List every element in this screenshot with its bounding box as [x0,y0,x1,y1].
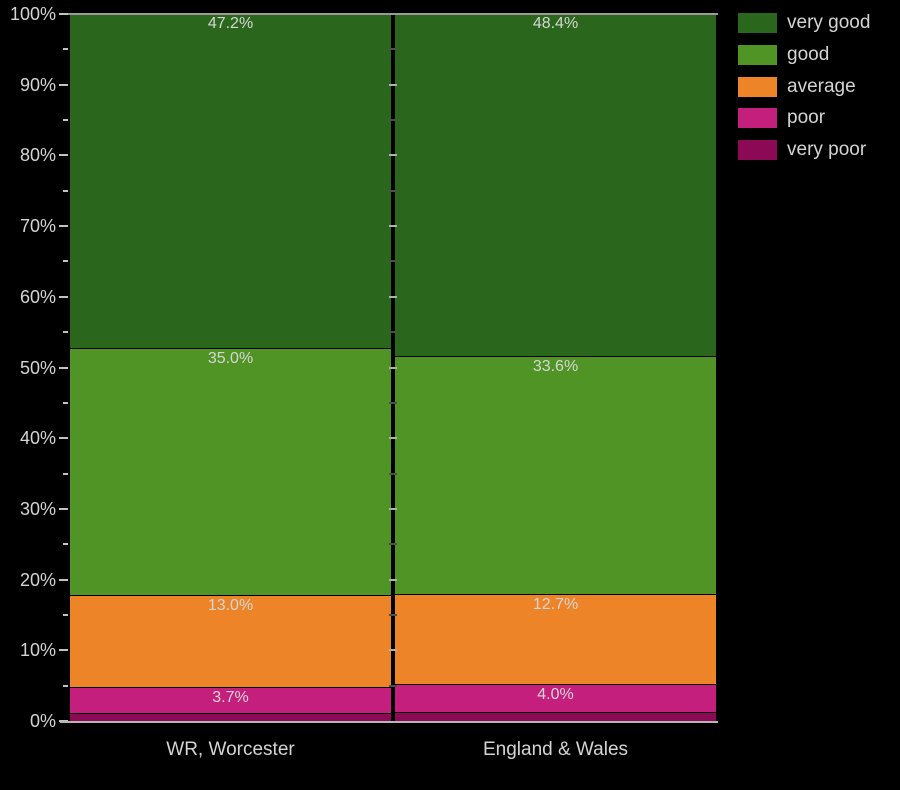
bar-segment-average: 13.0% [70,595,391,688]
y-axis-tick-label: 80% [19,145,56,166]
y-axis-major-tick [59,437,68,440]
x-axis-category-label-england-wales: England & Wales [482,739,629,760]
y-axis-tick-label: 0% [29,711,56,731]
segment-value-label: 4.0% [537,685,574,703]
bar-column-england-wales: 48.4% 33.6% 12.7% 4.0% [393,14,718,721]
divider-minor-tick [389,48,397,51]
y-axis-minor-tick [63,119,68,122]
legend-label: good [787,43,830,65]
legend-item-good: good [738,43,830,65]
legend-swatch-very-good [738,13,777,33]
divider-minor-tick [389,613,397,616]
x-axis-category-label-wr-worcester: WR, Worcester [166,739,295,760]
y-axis-minor-tick [63,401,68,404]
y-axis-major-tick [59,225,68,228]
y-axis-major-tick [59,83,68,86]
y-axis-minor-tick [63,543,68,546]
divider-minor-tick [389,684,397,687]
axis-spine-bottom [60,721,718,723]
y-axis-tick-label: 50% [19,357,56,378]
legend-swatch-average [738,76,777,97]
divider-major-tick [389,578,397,581]
divider-minor-tick [389,543,397,546]
legend-label: average [787,75,856,97]
legend-swatch-good [738,44,777,65]
segment-value-label: 12.7% [532,595,579,613]
y-axis-tick-label: 90% [19,74,56,95]
legend-swatch-very-poor [738,140,777,161]
y-axis-major-tick [59,507,68,510]
bar-segment-good: 33.6% [395,356,716,594]
y-axis-minor-tick [63,613,68,616]
y-axis-tick-label: 10% [19,640,56,661]
bar-segment-very-poor [395,711,716,721]
legend-label: poor [787,107,826,129]
divider-minor-tick [389,401,397,404]
segment-value-label: 33.6% [532,358,579,376]
segment-value-label: 3.7% [212,689,249,707]
y-axis-minor-tick [63,189,68,192]
y-axis-minor-tick [63,331,68,334]
divider-major-tick [389,649,397,652]
legend-item-very-good: very good [738,12,871,33]
segment-value-label: 13.0% [207,597,254,615]
bar-segment-very-good: 47.2% [70,14,391,348]
divider-minor-tick [389,331,397,334]
legend-label: very poor [787,139,867,161]
legend-item-very-poor: very poor [738,139,867,161]
divider-major-tick [389,83,397,86]
legend-item-poor: poor [738,107,826,129]
bar-segment-average: 12.7% [395,593,716,684]
y-axis-tick-label: 100% [9,4,56,24]
y-axis-major-tick [59,578,68,581]
divider-major-tick [389,295,397,298]
bar-column-wr-worcester: 47.2% 35.0% 13.0% 3.7% [68,14,393,721]
y-axis-minor-tick [63,472,68,475]
bar-segment-very-good: 48.4% [395,14,716,357]
bar-segment-good: 35.0% [70,347,391,596]
segment-value-label: 48.4% [532,15,579,32]
y-axis-major-tick [59,366,68,369]
legend-swatch-poor [738,108,777,129]
bar-segment-poor: 3.7% [70,687,391,714]
divider-major-tick [389,437,397,440]
y-axis-major-tick [59,295,68,298]
divider-major-tick [389,225,397,228]
y-axis-major-tick [59,13,68,15]
legend-item-average: average [738,75,856,97]
bar-segment-poor: 4.0% [395,683,716,712]
y-axis-tick-label: 70% [19,216,56,237]
divider-major-tick [389,507,397,510]
y-axis-minor-tick [63,684,68,687]
divider-major-tick [389,154,397,157]
divider-major-tick [389,366,397,369]
segment-value-label: 47.2% [207,15,254,32]
y-axis-tick-label: 40% [19,428,56,449]
y-axis-minor-tick [63,48,68,51]
y-axis-tick-label: 20% [19,569,56,590]
y-axis-minor-tick [63,260,68,263]
divider-minor-tick [389,260,397,263]
y-axis-tick-label: 30% [19,498,56,519]
legend-label: very good [787,12,871,33]
y-axis-major-tick [59,154,68,157]
segment-value-label: 35.0% [207,349,254,367]
y-axis-tick-label: 60% [19,286,56,307]
axis-spine-top [68,13,718,15]
bar-segment-very-poor [70,713,391,721]
divider-minor-tick [389,119,397,122]
divider-minor-tick [389,189,397,192]
plot-area: 47.2% 35.0% 13.0% 3.7% 48.4% 33.6% 12.7% 4.0% [59,13,718,723]
divider-minor-tick [389,472,397,475]
y-axis-major-tick [59,649,68,652]
